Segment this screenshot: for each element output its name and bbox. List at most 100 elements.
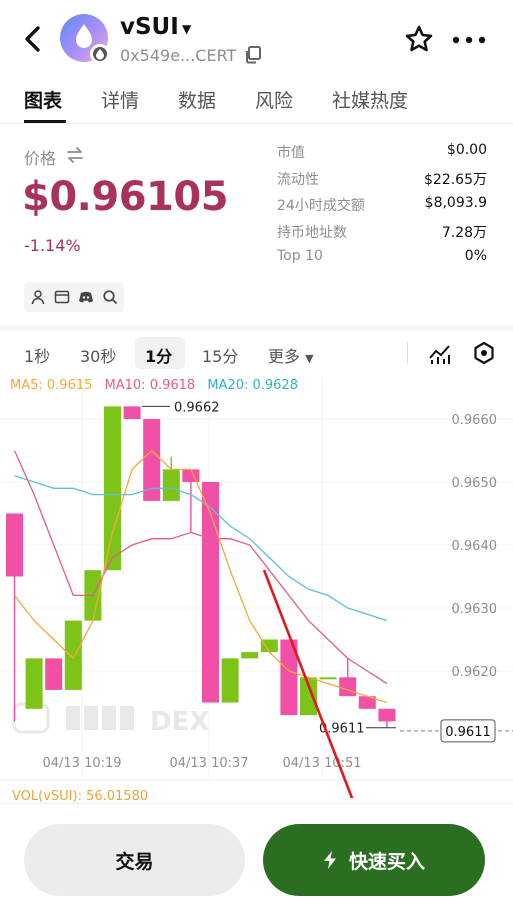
high-price-label: 0.9662 <box>174 400 220 415</box>
ma5-line <box>13 449 388 704</box>
stat-value: $0.00 <box>446 142 487 158</box>
token-logo <box>60 14 110 64</box>
candle <box>260 639 278 653</box>
active-tab-indicator <box>24 120 66 123</box>
interval-15m[interactable]: 15分 <box>202 347 239 366</box>
trade-button[interactable]: 交易 <box>24 824 245 896</box>
ma20-label: MA20: 0.9628 <box>207 378 298 393</box>
stat-key: 持币地址数 <box>277 224 347 241</box>
action-bar: 交易 快速买入 <box>0 803 513 916</box>
token-title[interactable]: vSUI <box>120 14 179 40</box>
favorite-star-icon[interactable] <box>404 24 434 54</box>
candle <box>182 469 200 482</box>
stat-value: $22.65万 <box>424 171 487 188</box>
interval-30s[interactable]: 30秒 <box>80 347 117 366</box>
quick-buy-button[interactable]: 快速买入 <box>263 824 485 896</box>
tab-risk[interactable]: 风险 <box>255 90 294 112</box>
ma-legend: MA5: 0.9615 MA10: 0.9618 MA20: 0.9628 <box>10 378 306 393</box>
quick-buy-label: 快速买入 <box>348 850 425 873</box>
divider <box>407 342 408 364</box>
stat-row-24h-volume: 24小时成交额 $8,093.9 <box>277 195 487 222</box>
stat-key: 流动性 <box>277 171 319 188</box>
watermark-okx-icon <box>102 706 116 730</box>
indicator-icon[interactable] <box>428 342 452 366</box>
candle <box>319 677 337 680</box>
interval-1m[interactable]: 1分 <box>145 347 173 366</box>
stat-row-holders: 持币地址数 7.28万 <box>277 222 487 249</box>
interval-more[interactable]: 更多 ▼ <box>268 343 314 367</box>
tab-chart[interactable]: 图表 <box>24 90 63 112</box>
candle <box>280 639 298 716</box>
tab-bar: 图表 详情 数据 风险 社媒热度 <box>0 84 513 124</box>
ma5-label: MA5: 0.9615 <box>10 378 93 393</box>
watermark-okx-icon <box>120 706 134 730</box>
volume-label: VOL(vSUI): 56.01580 <box>12 789 149 804</box>
chain-badge-icon <box>90 44 110 64</box>
price-change: -1.14% <box>24 236 81 255</box>
y-tick-label: 0.9660 <box>452 413 498 428</box>
chart-settings-icon[interactable] <box>472 341 496 365</box>
candle <box>300 677 317 716</box>
low-price-label: 0.9611 <box>319 722 365 737</box>
swap-icon[interactable] <box>66 147 84 163</box>
candle <box>45 658 63 690</box>
candle <box>378 708 396 722</box>
x-tick-label: 04/13 10:19 <box>42 756 121 771</box>
candle <box>123 406 141 419</box>
candle <box>104 406 121 571</box>
current-price: $0.96105 <box>22 174 229 220</box>
user-icon[interactable] <box>30 289 46 305</box>
ma10-label: MA10: 0.9618 <box>104 378 196 393</box>
back-arrow-icon[interactable] <box>20 24 46 54</box>
search-icon[interactable] <box>102 289 118 305</box>
candle <box>358 696 376 709</box>
candle <box>221 658 239 703</box>
title-dropdown-caret-icon[interactable]: ▼ <box>182 22 192 36</box>
candle <box>143 419 161 501</box>
stat-key: 24小时成交额 <box>277 198 365 214</box>
price-chart[interactable]: 0.9660 0.9650 0.9640 0.9630 0.9620 DEX 0.9662 0… <box>0 378 513 798</box>
tab-details[interactable]: 详情 <box>101 90 140 112</box>
watermark-okx-icon <box>66 706 80 730</box>
candle <box>64 620 82 690</box>
token-stats: 市值 $0.00 流动性 $22.65万 24小时成交额 $8,093.9 持币… <box>277 142 487 275</box>
chevron-down-icon: ▼ <box>305 352 314 365</box>
tab-social-heat[interactable]: 社媒热度 <box>332 90 409 112</box>
y-tick-label: 0.9640 <box>452 539 498 554</box>
active-interval-pill <box>135 337 185 369</box>
social-links <box>24 282 124 312</box>
current-price-box <box>440 719 496 743</box>
price-label: 价格 <box>24 149 57 168</box>
x-tick-label: 04/13 10:51 <box>282 756 361 771</box>
y-tick-label: 0.9650 <box>452 476 498 491</box>
water-drop-icon <box>76 24 92 48</box>
interval-1s[interactable]: 1秒 <box>24 347 51 366</box>
section-divider <box>0 326 513 330</box>
stat-value: 0% <box>464 248 487 264</box>
stat-row-liquidity: 流动性 $22.65万 <box>277 169 487 196</box>
y-tick-label: 0.9630 <box>452 602 498 617</box>
stat-value: 7.28万 <box>441 224 487 241</box>
stat-value: $8,093.9 <box>424 195 487 211</box>
more-options-icon[interactable] <box>452 36 486 44</box>
header: vSUI ▼ 0x549e...CERT <box>0 0 513 80</box>
candle <box>25 658 43 709</box>
interval-more-label: 更多 <box>268 347 301 366</box>
y-tick-label: 0.9620 <box>452 665 498 680</box>
candle <box>339 677 357 697</box>
stat-key: Top 10 <box>277 248 323 264</box>
trade-button-label: 交易 <box>115 850 154 873</box>
website-icon[interactable] <box>54 289 70 305</box>
watermark-label: DEX <box>150 707 209 737</box>
annotation-arrow-line <box>262 569 354 798</box>
ma20-line <box>14 475 388 622</box>
candle <box>162 469 180 501</box>
interval-selector: 1秒 30秒 1分 15分 更多 ▼ <box>0 336 513 372</box>
tab-data[interactable]: 数据 <box>178 90 217 112</box>
ma10-line <box>13 450 388 685</box>
discord-icon[interactable] <box>78 289 94 305</box>
stat-row-market-cap: 市值 $0.00 <box>277 142 487 169</box>
lightning-icon <box>323 851 336 869</box>
copy-icon[interactable] <box>244 46 262 64</box>
candle <box>6 513 23 577</box>
